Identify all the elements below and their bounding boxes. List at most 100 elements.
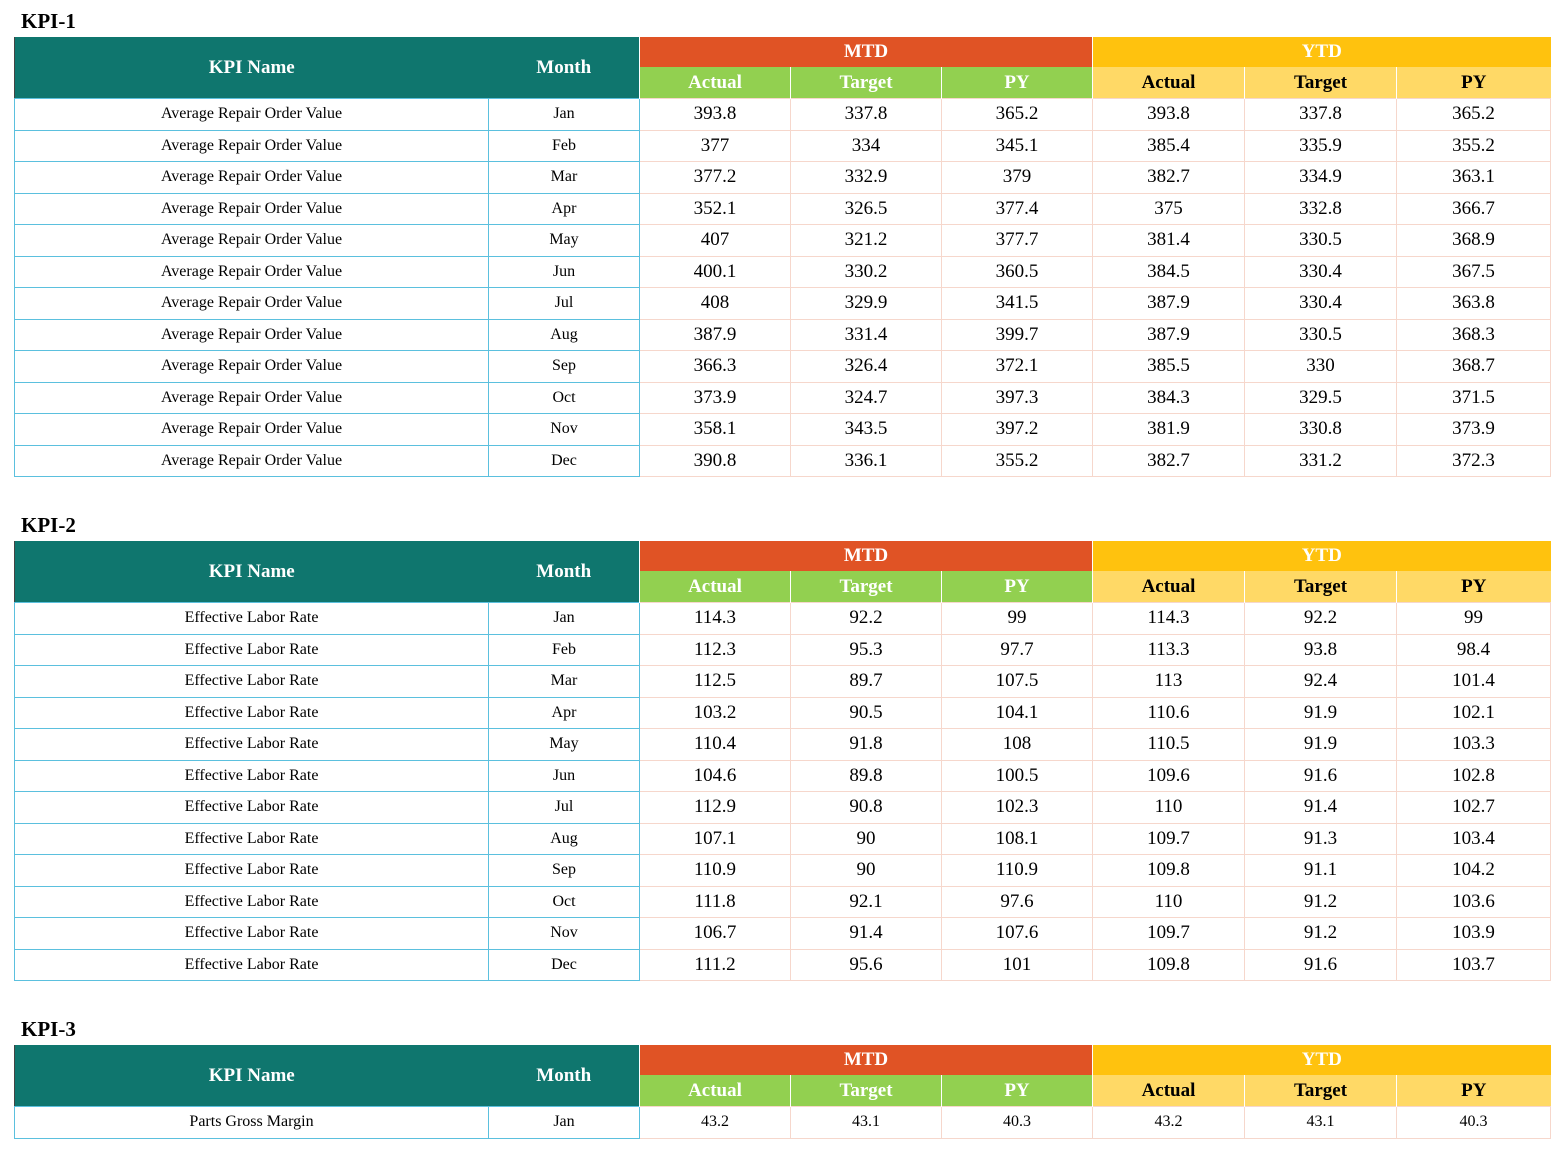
table-row: Effective Labor Rate Jul 112.9 90.8 102.3 110…	[14, 791, 1552, 824]
cell-mtd-actual: 366.3	[639, 350, 791, 383]
cell-mtd-target: 326.5	[790, 192, 942, 225]
cell-ytd-py: 355.2	[1395, 129, 1552, 162]
cell-month: Feb	[488, 129, 640, 162]
cell-ytd-target: 330.4	[1244, 255, 1397, 288]
cell-mtd-target: 336.1	[790, 444, 942, 477]
header-row-sub: Actual Target PY Actual Target PY	[15, 67, 1551, 99]
cell-ytd-target: 92.2	[1244, 602, 1397, 635]
header-row-sub: Actual Target PY Actual Target PY	[15, 571, 1551, 603]
cell-mtd-target: 337.8	[790, 98, 942, 131]
section-title: KPI-2	[21, 513, 76, 537]
cell-ytd-py: 103.6	[1395, 885, 1552, 918]
cell-ytd-py: 366.7	[1395, 192, 1552, 225]
cell-mtd-actual: 393.8	[639, 98, 791, 131]
cell-mtd-py: 360.5	[941, 255, 1093, 288]
cell-ytd-target: 330.5	[1244, 224, 1397, 257]
header-ytd: YTD	[1091, 541, 1551, 571]
cell-mtd-actual: 112.5	[639, 665, 791, 698]
cell-kpi-name: Effective Labor Rate	[14, 728, 489, 761]
header-mtd-target: Target	[790, 571, 942, 603]
cell-mtd-actual: 114.3	[639, 602, 791, 635]
cell-mtd-target: 89.8	[790, 759, 942, 792]
cell-month: Sep	[488, 854, 640, 887]
header-ytd-target: Target	[1244, 67, 1397, 99]
header-mtd-py: PY	[941, 571, 1093, 603]
cell-mtd-py: 397.2	[941, 413, 1093, 446]
table-header: KPI Name Month MTD YTD Actual Target PY Actual T…	[14, 1045, 1551, 1107]
table-row: Effective Labor Rate Mar 112.5 89.7 107.5 113…	[14, 665, 1552, 698]
cell-kpi-name: Parts Gross Margin	[14, 1106, 489, 1139]
cell-ytd-actual: 113	[1092, 665, 1245, 698]
cell-mtd-py: 107.5	[941, 665, 1093, 698]
cell-ytd-py: 40.3	[1395, 1106, 1552, 1139]
cell-ytd-py: 103.9	[1395, 917, 1552, 950]
cell-ytd-py: 99	[1395, 602, 1552, 635]
header-kpi-name: KPI Name	[14, 541, 489, 603]
cell-kpi-name: Effective Labor Rate	[14, 854, 489, 887]
header-ytd-actual: Actual	[1092, 1075, 1245, 1107]
table-row: Average Repair Order Value May 407 321.2 377…	[14, 224, 1552, 257]
cell-mtd-py: 379	[941, 161, 1093, 194]
cell-month: Dec	[488, 444, 640, 477]
cell-mtd-actual: 377	[639, 129, 791, 162]
cell-ytd-py: 368.7	[1395, 350, 1552, 383]
cell-ytd-actual: 113.3	[1092, 633, 1245, 666]
header-month: Month	[488, 37, 640, 99]
cell-ytd-actual: 384.5	[1092, 255, 1245, 288]
cell-ytd-py: 372.3	[1395, 444, 1552, 477]
cell-month: Nov	[488, 917, 640, 950]
cell-ytd-actual: 375	[1092, 192, 1245, 225]
cell-ytd-target: 91.2	[1244, 917, 1397, 950]
cell-month: Jan	[488, 1106, 640, 1139]
cell-ytd-target: 330.5	[1244, 318, 1397, 351]
cell-kpi-name: Average Repair Order Value	[14, 98, 489, 131]
table-row: Effective Labor Rate Sep 110.9 90 110.9 109.8…	[14, 854, 1552, 887]
cell-ytd-actual: 110.6	[1092, 696, 1245, 729]
header-ytd-target: Target	[1244, 1075, 1397, 1107]
cell-ytd-target: 334.9	[1244, 161, 1397, 194]
cell-ytd-target: 43.1	[1244, 1106, 1397, 1139]
table-row: Effective Labor Rate Aug 107.1 90 108.1 109.7…	[14, 822, 1552, 855]
cell-mtd-target: 43.1	[790, 1106, 942, 1139]
cell-kpi-name: Average Repair Order Value	[14, 255, 489, 288]
table-row: Average Repair Order Value Mar 377.2 332.9 3…	[14, 161, 1552, 194]
table-row: Average Repair Order Value Apr 352.1 326.5 3…	[14, 192, 1552, 225]
header-ytd-actual: Actual	[1092, 571, 1245, 603]
table-row: Average Repair Order Value Aug 387.9 331.4 3…	[14, 318, 1552, 351]
header-kpi-name: KPI Name	[14, 37, 489, 99]
cell-month: Aug	[488, 318, 640, 351]
cell-ytd-target: 93.8	[1244, 633, 1397, 666]
table-row: Effective Labor Rate Dec 111.2 95.6 101 109.8…	[14, 948, 1552, 981]
header-month: Month	[488, 1045, 640, 1107]
cell-ytd-actual: 381.9	[1092, 413, 1245, 446]
table-row: Average Repair Order Value Jul 408 329.9 341…	[14, 287, 1552, 320]
kpi-table: KPI Name Month MTD YTD Actual Target PY Actual T…	[14, 541, 1552, 981]
cell-mtd-target: 91.4	[790, 917, 942, 950]
header-row-group: KPI Name Month MTD YTD	[14, 1045, 1551, 1107]
cell-kpi-name: Average Repair Order Value	[14, 444, 489, 477]
cell-ytd-py: 104.2	[1395, 854, 1552, 887]
header-mtd-actual: Actual	[639, 1075, 791, 1107]
cell-ytd-py: 371.5	[1395, 381, 1552, 414]
kpi-table: KPI Name Month MTD YTD Actual Target PY Actual T…	[14, 37, 1552, 477]
cell-ytd-target: 91.2	[1244, 885, 1397, 918]
cell-month: May	[488, 224, 640, 257]
cell-kpi-name: Effective Labor Rate	[14, 791, 489, 824]
table-header: KPI Name Month MTD YTD Actual Target PY Actual T…	[14, 541, 1551, 603]
cell-mtd-actual: 43.2	[639, 1106, 791, 1139]
cell-ytd-actual: 43.2	[1092, 1106, 1245, 1139]
cell-mtd-py: 345.1	[941, 129, 1093, 162]
cell-month: Oct	[488, 381, 640, 414]
cell-mtd-actual: 110.4	[639, 728, 791, 761]
cell-mtd-actual: 112.3	[639, 633, 791, 666]
cell-mtd-actual: 377.2	[639, 161, 791, 194]
cell-month: Oct	[488, 885, 640, 918]
cell-mtd-target: 321.2	[790, 224, 942, 257]
header-ytd-py: PY	[1395, 571, 1551, 603]
cell-ytd-target: 331.2	[1244, 444, 1397, 477]
cell-ytd-target: 91.6	[1244, 948, 1397, 981]
cell-kpi-name: Average Repair Order Value	[14, 381, 489, 414]
cell-mtd-py: 40.3	[941, 1106, 1093, 1139]
cell-kpi-name: Average Repair Order Value	[14, 413, 489, 446]
cell-month: Nov	[488, 413, 640, 446]
